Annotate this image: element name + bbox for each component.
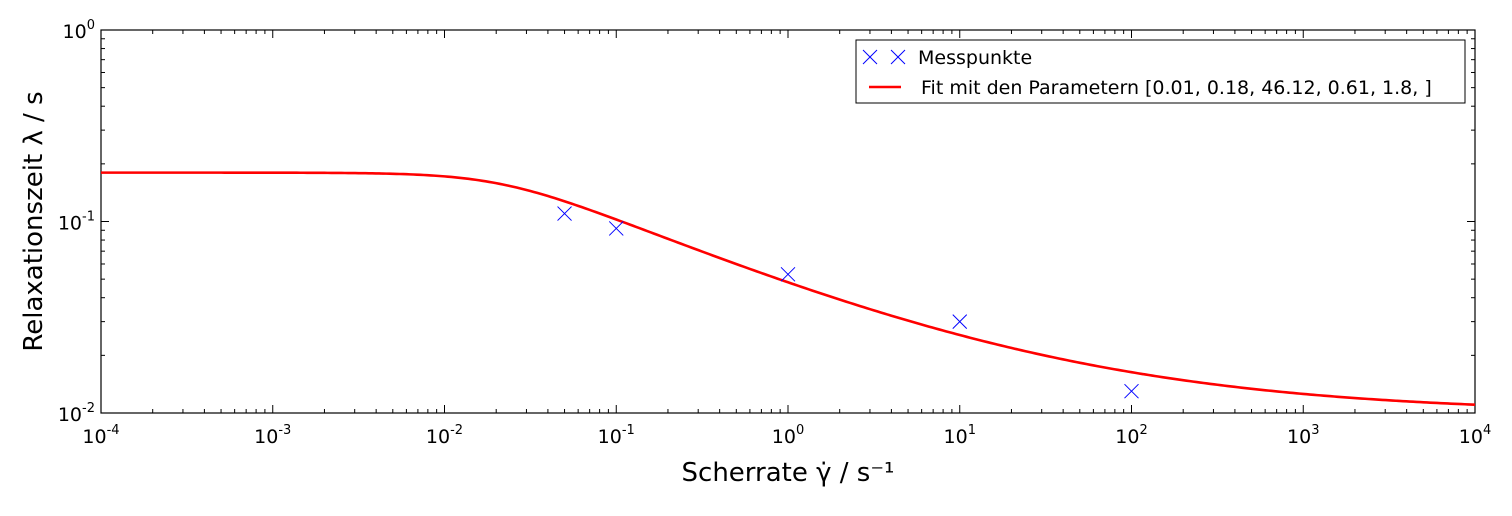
y-tick-exponent: -1 <box>82 210 95 225</box>
y-tick-base: 10 <box>58 404 82 426</box>
data-point-marker <box>557 206 572 221</box>
legend-marker-swatch <box>890 49 906 65</box>
legend: Messpunkte Fit mit den Parametern [0.01, … <box>855 39 1466 104</box>
minor-ticks <box>101 30 1475 413</box>
x-tick-label: 10-1 <box>598 423 635 448</box>
x-tick-exponent: -4 <box>107 423 120 438</box>
marker-stroke <box>1124 383 1139 399</box>
x-tick-base: 10 <box>1115 426 1139 448</box>
y-tick-label: 10-1 <box>58 210 95 235</box>
x-tick-label: 102 <box>1115 423 1147 448</box>
marker-stroke <box>557 206 572 221</box>
x-tick-base: 10 <box>944 426 968 448</box>
x-tick-label: 101 <box>944 423 976 448</box>
x-axis-label: Scherrate γ̇ / s⁻¹ <box>682 458 895 488</box>
marker-stroke <box>608 221 624 236</box>
x-tick-base: 10 <box>82 426 106 448</box>
x-tick-exponent: 3 <box>1311 423 1319 438</box>
x-tick-label: 10-3 <box>254 423 291 448</box>
y-tick-exponent: -2 <box>82 401 95 416</box>
legend-box <box>855 39 1466 104</box>
legend-entries: Messpunkte Fit mit den Parametern [0.01, … <box>862 47 1432 99</box>
y-tick-exponent: 0 <box>87 18 95 33</box>
data-point-marker <box>952 314 968 329</box>
marker-stroke <box>952 314 968 329</box>
x-tick-labels: 10-4 10-3 10-2 10-1 100 101 102 103 104 <box>82 423 1491 448</box>
legend-label-fit: Fit mit den Parametern [0.01, 0.18, 46.1… <box>921 77 1432 99</box>
data-point-marker <box>780 266 796 282</box>
x-tick-exponent: 0 <box>796 423 804 438</box>
x-tick-label: 103 <box>1287 423 1319 448</box>
fit-line <box>101 171 1476 406</box>
x-tick-exponent: -2 <box>450 423 463 438</box>
marker-stroke <box>780 266 796 282</box>
x-tick-base: 10 <box>254 426 278 448</box>
x-tick-exponent: 1 <box>968 423 976 438</box>
marker-stroke <box>890 49 906 65</box>
y-tick-base: 10 <box>63 21 87 43</box>
x-tick-exponent: 4 <box>1483 423 1491 438</box>
legend-marker-swatch <box>862 49 878 65</box>
major-ticks <box>100 29 1476 414</box>
x-tick-base: 10 <box>598 426 622 448</box>
x-tick-exponent: -1 <box>622 423 635 438</box>
x-tick-exponent: 2 <box>1139 423 1147 438</box>
x-tick-base: 10 <box>1459 426 1483 448</box>
x-tick-base: 10 <box>1287 426 1311 448</box>
marker-stroke <box>862 49 878 65</box>
x-tick-base: 10 <box>426 426 450 448</box>
y-tick-label: 10-2 <box>58 401 95 426</box>
x-tick-label: 10-4 <box>82 423 119 448</box>
legend-label-measurements: Messpunkte <box>918 47 1032 69</box>
x-tick-label: 10-2 <box>426 423 463 448</box>
x-tick-base: 10 <box>772 426 796 448</box>
data-point-marker <box>608 221 624 236</box>
data-point-marker <box>1124 383 1139 399</box>
measurement-markers <box>557 206 1139 399</box>
x-tick-label: 100 <box>772 423 804 448</box>
x-tick-exponent: -3 <box>278 423 291 438</box>
x-tick-label: 104 <box>1459 423 1491 448</box>
y-tick-base: 10 <box>58 213 82 235</box>
y-tick-label: 100 <box>63 18 95 43</box>
y-axis-label: Relaxationszeit λ / s <box>19 91 49 351</box>
